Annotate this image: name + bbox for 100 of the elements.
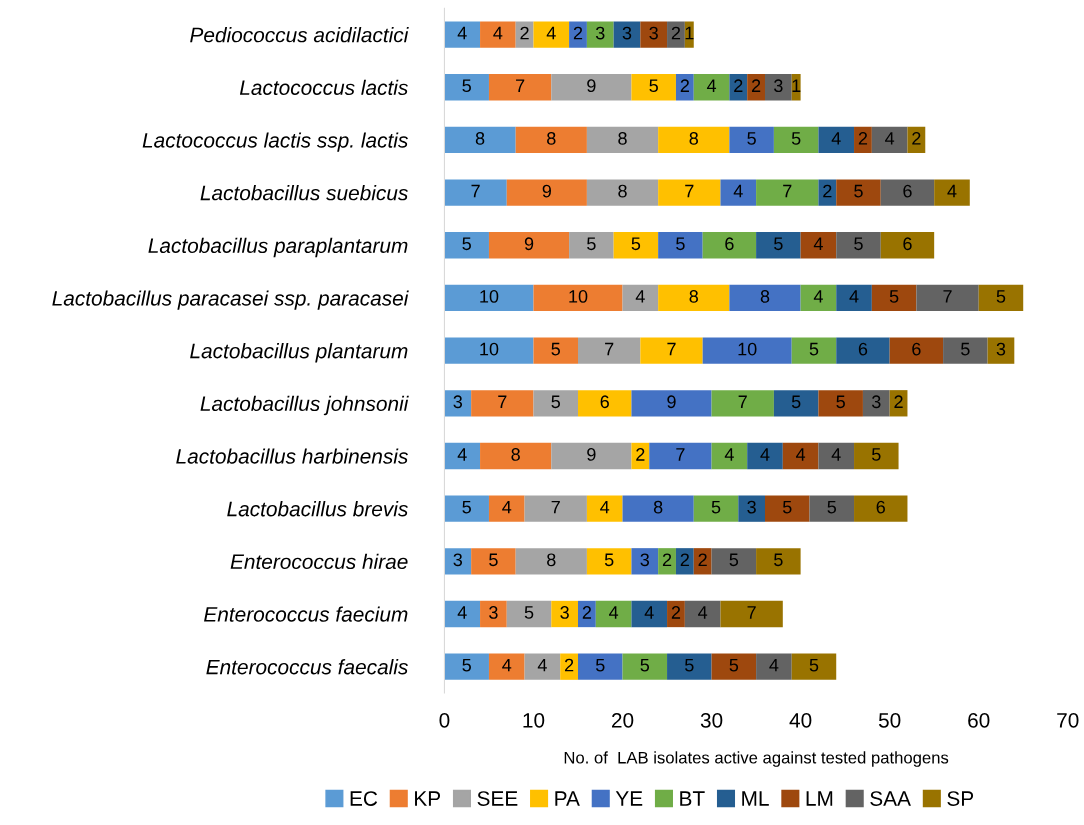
legend-label: PA [555, 791, 580, 806]
bar [738, 495, 765, 522]
data-label: 8 [689, 131, 698, 145]
bar [756, 653, 792, 680]
bar [658, 179, 721, 206]
data-label: 4 [733, 184, 743, 198]
bar [907, 126, 926, 154]
bar [506, 179, 587, 206]
data-label: 2 [823, 184, 832, 198]
data-label: 4 [600, 500, 610, 514]
bar [488, 74, 552, 101]
data-label: 3 [640, 553, 650, 567]
bar [444, 21, 481, 48]
data-label: 5 [462, 237, 471, 251]
bar [693, 74, 730, 101]
data-label: 8 [760, 290, 770, 303]
bar [444, 600, 481, 628]
data-label: 5 [747, 132, 756, 145]
bar [658, 284, 730, 312]
bar [560, 653, 578, 680]
bar [818, 442, 855, 470]
bar [471, 548, 516, 575]
data-label: 4 [698, 606, 708, 619]
data-label: 5 [836, 395, 845, 409]
data-label: 6 [858, 342, 868, 356]
data-label: 4 [609, 606, 619, 619]
bar [631, 600, 668, 628]
data-label: 6 [725, 237, 734, 251]
bar [569, 21, 587, 48]
data-label: 3 [595, 26, 605, 40]
bar [488, 653, 525, 680]
bar [658, 548, 676, 575]
bar [444, 232, 489, 259]
data-label: 5 [631, 237, 641, 251]
data-label: 5 [524, 606, 534, 619]
bar [488, 232, 570, 259]
data-label: 4 [831, 448, 841, 461]
y-tick-label: Lactobacillus suebicus [200, 185, 408, 201]
bar [444, 548, 472, 575]
y-tick-label: Lactobacillus paracasei ssp. paracasei [52, 290, 409, 310]
data-label: 7 [605, 342, 614, 356]
bar [515, 21, 534, 48]
x-tick-label: 40 [789, 712, 812, 728]
data-label: 5 [587, 237, 596, 251]
bar [551, 442, 632, 470]
bar [586, 548, 632, 575]
data-label: 8 [689, 290, 698, 303]
bar [586, 495, 623, 522]
data-label: 3 [871, 395, 881, 409]
data-label: 5 [729, 658, 739, 672]
x-tick-label: 10 [523, 712, 545, 728]
bar [658, 126, 730, 154]
data-label: 10 [480, 290, 499, 303]
data-label: 4 [769, 658, 779, 672]
bar [756, 179, 819, 206]
bar [764, 495, 810, 522]
data-label: 3 [453, 553, 463, 567]
data-label: 2 [671, 606, 681, 619]
data-label: 5 [791, 132, 801, 145]
data-label: 7 [676, 448, 685, 461]
bar [693, 495, 739, 522]
data-label: 5 [551, 395, 561, 409]
y-tick-label: Lactobacillus paraplantarum [148, 237, 408, 258]
data-label: 4 [760, 448, 770, 461]
bar [578, 337, 641, 364]
bar [613, 232, 659, 259]
bar [515, 126, 587, 154]
bar [675, 74, 694, 101]
bar [667, 600, 685, 628]
data-label: 4 [885, 132, 895, 145]
data-label: 9 [587, 79, 596, 93]
bar [649, 442, 712, 470]
data-label: 5 [462, 79, 471, 93]
bar [702, 232, 757, 259]
data-label: 10 [569, 290, 588, 303]
data-label: 8 [618, 131, 627, 145]
data-label: 4 [546, 26, 556, 40]
x-axis-title: No. of LAB isolates active against tested pathogens [564, 751, 949, 767]
data-label: 5 [872, 448, 881, 461]
data-label: 4 [796, 448, 806, 461]
bar [622, 495, 694, 522]
data-label: 6 [903, 237, 912, 251]
bar [711, 548, 757, 575]
x-tick-label: 0 [439, 712, 450, 728]
bar [675, 548, 694, 575]
data-label: 5 [640, 658, 650, 672]
data-label: 3 [649, 26, 658, 40]
y-tick-label: Lactobacillus plantarum [190, 343, 408, 363]
bar [444, 284, 534, 312]
bar [622, 653, 668, 680]
bar [836, 232, 881, 259]
bar [818, 390, 863, 417]
bar [515, 548, 587, 575]
bar [480, 21, 516, 48]
bar [818, 126, 855, 154]
x-tick-label: 20 [611, 712, 634, 728]
bar [444, 390, 472, 417]
data-label: 1 [685, 26, 694, 40]
data-label: 4 [502, 658, 512, 672]
data-label: 5 [791, 395, 801, 409]
